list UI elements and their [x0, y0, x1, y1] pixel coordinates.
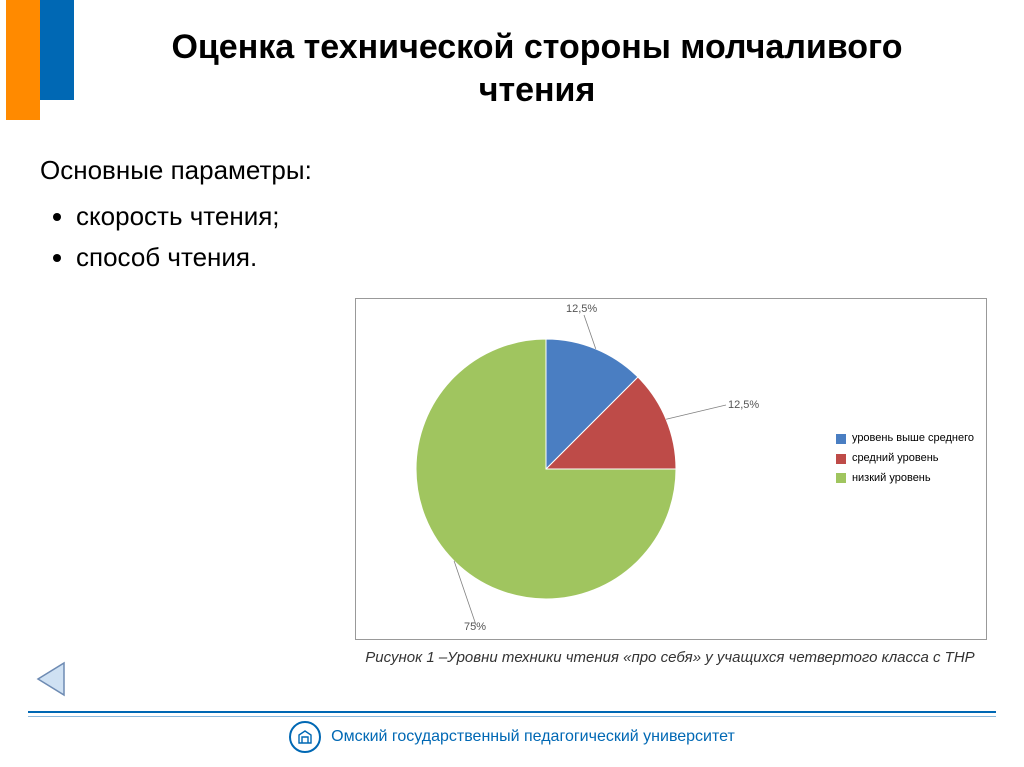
body-intro: Основные параметры:	[40, 150, 964, 190]
nav-back-button[interactable]	[32, 659, 72, 699]
chart-legend: уровень выше среднего средний уровень ни…	[836, 429, 974, 488]
footer: Омский государственный педагогический ун…	[0, 721, 1024, 753]
legend-label: уровень выше среднего	[852, 429, 974, 449]
pie-chart	[416, 339, 676, 599]
legend-label: средний уровень	[852, 449, 939, 469]
body-list: скорость чтения; способ чтения.	[40, 196, 964, 277]
legend-label: низкий уровень	[852, 469, 931, 489]
footer-text: Омский государственный педагогический ун…	[331, 728, 735, 746]
legend-item: уровень выше среднего	[836, 429, 974, 449]
slice-label-above-average: 12,5%	[566, 303, 597, 315]
list-item: способ чтения.	[76, 237, 964, 277]
footer-rule	[28, 711, 996, 713]
legend-swatch-icon	[836, 473, 846, 483]
university-logo-icon	[289, 721, 321, 753]
body-text: Основные параметры: скорость чтения; спо…	[40, 150, 964, 277]
list-item: скорость чтения;	[76, 196, 964, 236]
footer-logo: Омский государственный педагогический ун…	[289, 721, 735, 753]
accent-bar-orange	[6, 0, 40, 120]
legend-item: средний уровень	[836, 449, 974, 469]
accent-bar-blue	[40, 0, 74, 100]
legend-swatch-icon	[836, 454, 846, 464]
footer-rule-light	[28, 716, 996, 717]
slide-title: Оценка технической стороны молчаливого ч…	[110, 26, 964, 111]
slide: Оценка технической стороны молчаливого ч…	[0, 0, 1024, 767]
chart-caption: Рисунок 1 –Уровни техники чтения «про се…	[355, 648, 985, 668]
legend-swatch-icon	[836, 434, 846, 444]
slice-label-average: 12,5%	[728, 399, 759, 411]
pie-chart-container: 12,5% 12,5% 75% уровень выше среднего ср…	[355, 298, 987, 640]
legend-item: низкий уровень	[836, 469, 974, 489]
slice-label-low: 75%	[464, 621, 486, 633]
